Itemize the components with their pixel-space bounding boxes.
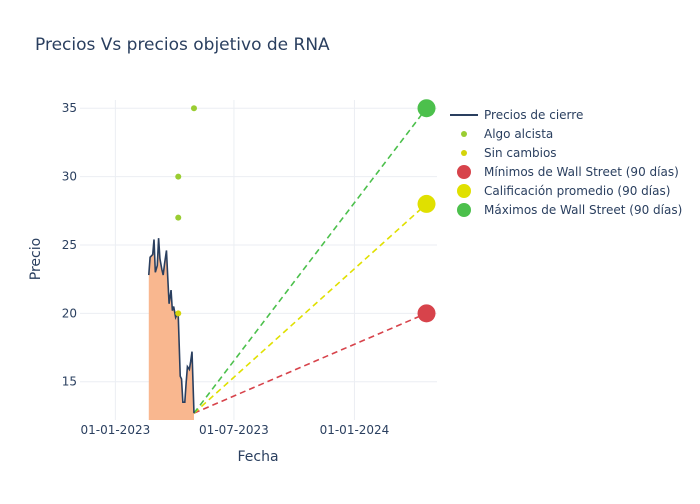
price-line-layer [147,238,195,414]
avg-target-marker [417,194,436,213]
y-tick-label: 25 [62,238,77,252]
grid [80,100,437,420]
x-tick-label: 01-01-2024 [320,423,390,437]
legend[interactable]: Precios de cierre Algo alcista Sin cambios… [450,108,682,217]
y-tick-label: 20 [62,306,77,320]
legend-item-sin-cambios[interactable]: Sin cambios [461,146,557,160]
legend-label: Algo alcista [484,127,553,141]
price-area [148,238,194,420]
min-target-line [193,312,427,414]
sin-cambios-point [175,310,182,317]
legend-item-maximos[interactable]: Máximos de Wall Street (90 días) [457,203,682,217]
legend-item-promedio[interactable]: Calificación promedio (90 días) [457,184,670,198]
x-tick-label: 01-01-2023 [80,423,150,437]
legend-symbol [457,165,471,179]
legend-symbol [461,150,467,156]
legend-label: Mínimos de Wall Street (90 días) [484,165,679,179]
x-axis-title: Fecha [237,449,278,465]
max-target-line [193,107,428,414]
avg-target-line [193,203,428,414]
legend-label: Máximos de Wall Street (90 días) [484,203,682,217]
price-line [147,238,195,414]
y-tick-label: 30 [62,170,77,184]
legend-label: Sin cambios [484,146,557,160]
legend-label: Precios de cierre [484,108,583,122]
x-tick-label: 01-07-2023 [199,423,269,437]
legend-item-algo-alcista[interactable]: Algo alcista [461,127,553,141]
target-lines [193,107,428,414]
y-axis-title: Precio [28,238,44,280]
y-tick-label: 15 [62,375,77,389]
price-area-fill [148,238,194,420]
algo-alcista-point [175,214,182,221]
scatter-points [175,99,436,323]
max-target-marker [417,99,436,118]
legend-symbol [457,203,471,217]
algo-alcista-point [175,173,182,180]
legend-label: Calificación promedio (90 días) [484,184,670,198]
legend-item-minimos[interactable]: Mínimos de Wall Street (90 días) [457,165,679,179]
axes: 15 20 25 30 35 01-01-2023 01-07-2023 01-01-2024 [62,101,390,437]
algo-alcista-point [190,105,197,112]
chart-title: Precios Vs precios objetivo de RNA [35,35,330,55]
y-tick-label: 35 [62,101,77,115]
legend-item-precios[interactable]: Precios de cierre [450,108,583,122]
min-target-marker [417,304,436,323]
legend-symbol [461,131,467,137]
legend-symbol [457,184,471,198]
